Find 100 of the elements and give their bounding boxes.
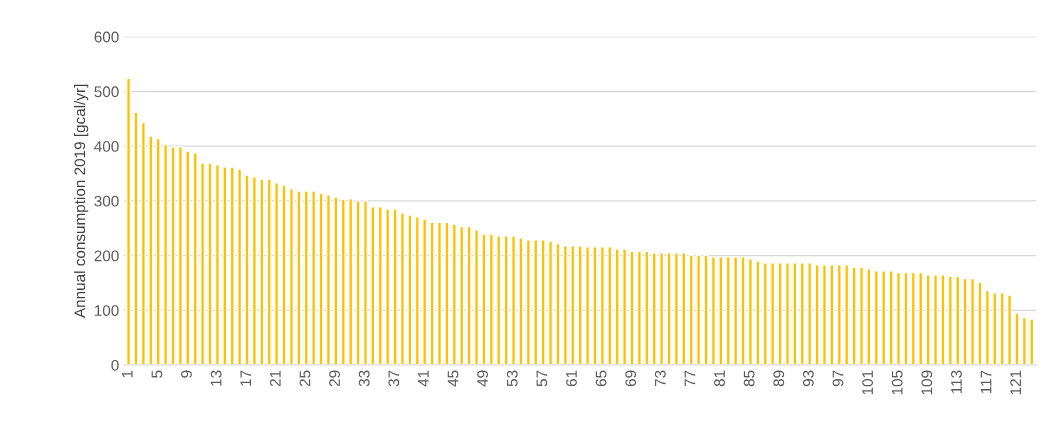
bar [688, 254, 694, 366]
bar [185, 150, 191, 366]
y-tick-label: 400 [94, 141, 119, 152]
bar [525, 239, 531, 366]
x-tick-label: 45 [447, 370, 459, 387]
bar [459, 225, 465, 366]
x-tick-label: 101 [862, 370, 874, 395]
bar [126, 77, 132, 366]
bar [473, 229, 480, 366]
x-tick-label: 17 [240, 370, 251, 386]
bar [851, 266, 857, 366]
bar [947, 275, 953, 366]
bar [984, 289, 990, 366]
y-tick-label: 500 [94, 86, 119, 98]
bar [555, 242, 561, 366]
bar [718, 255, 724, 366]
bar [636, 250, 642, 366]
bar [858, 266, 865, 366]
bar [562, 245, 568, 366]
bar [1014, 312, 1020, 366]
bar [251, 176, 257, 366]
bar [681, 252, 687, 366]
bar [444, 221, 450, 366]
bar [592, 246, 598, 366]
bar [644, 250, 650, 366]
bar [385, 208, 391, 366]
x-tick-label: 5 [151, 370, 163, 378]
bar [703, 254, 709, 366]
bar [585, 246, 591, 366]
bar [770, 262, 776, 366]
bar [140, 121, 146, 366]
bar [414, 216, 420, 366]
bar [932, 274, 939, 366]
bar [392, 208, 398, 366]
bar [903, 271, 909, 366]
bar [540, 239, 546, 366]
x-tick-label: 61 [566, 370, 577, 387]
y-tick-label: 200 [94, 250, 119, 262]
x-tick-label: 13 [210, 370, 222, 386]
bar [881, 270, 887, 366]
bar [666, 252, 672, 366]
bar [192, 152, 198, 366]
bar [821, 264, 828, 366]
bar [481, 233, 487, 366]
bar [407, 214, 413, 366]
bar [607, 246, 613, 366]
bar [429, 221, 435, 366]
x-tick-label: 121 [1010, 370, 1021, 395]
bar [237, 168, 243, 366]
bar [599, 246, 605, 366]
x-tick-label: 1 [122, 370, 133, 378]
bar [155, 137, 161, 366]
x-tick-label: 57 [536, 370, 548, 387]
bar [259, 178, 265, 366]
bar [807, 262, 813, 366]
x-tick-label: 29 [329, 370, 340, 387]
bar [148, 135, 154, 366]
y-tick-label: 0 [111, 359, 119, 371]
bar [696, 254, 702, 366]
bar [133, 111, 139, 366]
bar [784, 262, 791, 366]
bar [222, 166, 228, 366]
y-axis-title: Annual consumption 2019 [gcal/yr] [73, 84, 89, 319]
bar [622, 248, 628, 366]
bar [296, 190, 302, 366]
x-tick-label: 41 [418, 370, 429, 387]
bar [362, 200, 369, 366]
x-tick-label: 109 [921, 370, 933, 395]
bar [940, 274, 946, 366]
bar [451, 223, 457, 366]
bar [725, 255, 731, 366]
bar [755, 260, 761, 366]
x-tick-label: 9 [181, 370, 192, 378]
bar [288, 188, 294, 366]
bar [710, 255, 716, 366]
bar [629, 250, 635, 366]
bar [762, 262, 768, 366]
x-tick-label: 49 [477, 370, 489, 387]
bar [895, 271, 902, 366]
bar [488, 233, 494, 366]
bar [229, 166, 235, 366]
y-tick-label: 100 [94, 305, 119, 317]
bar [792, 262, 798, 366]
bar [659, 252, 665, 366]
bar [1007, 294, 1013, 366]
x-tick-label: 25 [299, 370, 311, 387]
y-tick-label: 600 [94, 31, 119, 43]
bar [777, 262, 783, 366]
x-tick-label: 85 [743, 370, 755, 387]
x-tick-label: 53 [506, 370, 518, 387]
x-tick-label: 89 [773, 370, 785, 387]
bar [511, 235, 517, 366]
x-tick-label: 69 [625, 370, 637, 387]
x-tick-label: 73 [654, 370, 666, 387]
bar [422, 218, 428, 366]
bar [733, 255, 739, 366]
bar [207, 162, 213, 366]
x-tick-label: 37 [388, 370, 400, 387]
x-tick-label: 97 [832, 370, 844, 387]
bar [999, 292, 1005, 366]
